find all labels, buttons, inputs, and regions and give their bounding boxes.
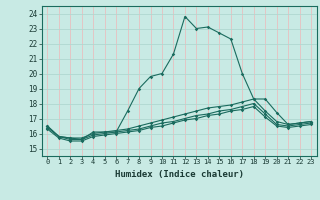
- X-axis label: Humidex (Indice chaleur): Humidex (Indice chaleur): [115, 170, 244, 179]
